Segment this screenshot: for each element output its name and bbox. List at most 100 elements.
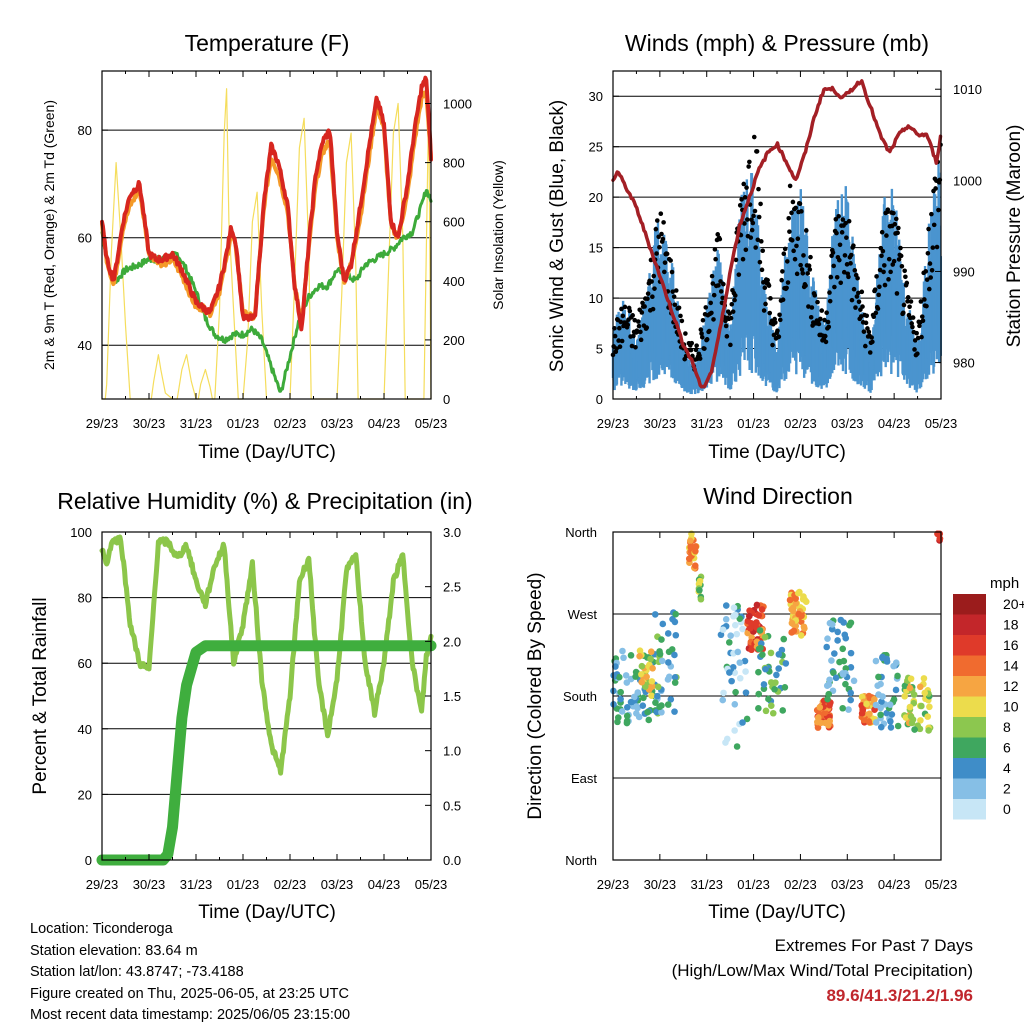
gust-point <box>827 298 833 304</box>
rh-xlabel: Time (Day/UTC) <box>198 902 336 923</box>
direction-point <box>725 639 733 646</box>
x-tick-label: 04/23 <box>368 877 401 892</box>
direction-point <box>627 652 635 659</box>
gust-point <box>929 211 934 217</box>
legend-swatch <box>953 676 986 697</box>
legend-label: 20+ <box>1003 596 1024 612</box>
direction-point <box>908 719 916 727</box>
gust-point <box>860 304 865 309</box>
direction-point <box>727 632 734 640</box>
direction-point <box>656 703 663 711</box>
gust-point <box>629 343 635 349</box>
y2-tick-label: 1000 <box>443 97 472 112</box>
gust-point <box>765 277 770 283</box>
x-tick-label: 03/23 <box>321 416 354 431</box>
gust-point <box>702 346 707 351</box>
direction-point <box>894 722 902 730</box>
direction-point <box>728 677 735 685</box>
direction-point <box>888 711 896 718</box>
gust-point <box>713 256 718 262</box>
direction-point <box>719 626 727 633</box>
x-tick-label: 31/23 <box>180 416 213 431</box>
direction-point <box>842 665 850 672</box>
direction-point <box>720 689 727 697</box>
gust-point <box>654 251 659 256</box>
gust-point <box>808 254 813 260</box>
direction-point <box>872 719 880 726</box>
direction-point <box>739 719 746 726</box>
gust-point <box>854 294 860 299</box>
direction-point <box>743 715 751 723</box>
x-tick-label: 05/23 <box>415 416 448 431</box>
x-tick-label: 31/23 <box>690 877 723 892</box>
direction-point <box>801 625 808 632</box>
gust-point <box>673 288 679 293</box>
legend-label: 10 <box>1003 699 1019 715</box>
gust-point <box>678 313 683 319</box>
y2-tick-label: 2.0 <box>443 634 461 649</box>
direction-point <box>672 631 680 639</box>
gust-point <box>642 304 647 309</box>
y-tick-label: 0 <box>596 392 603 407</box>
gust-point <box>806 304 811 309</box>
gust-point <box>803 283 808 288</box>
x-tick-label: 05/23 <box>925 416 958 431</box>
direction-point <box>755 668 762 676</box>
gust-point <box>757 259 763 265</box>
direction-point <box>658 708 665 716</box>
gust-point <box>812 293 818 298</box>
gust-point <box>840 217 846 222</box>
direction-point <box>878 698 885 705</box>
gust-point <box>744 217 750 222</box>
gust-point <box>710 281 716 286</box>
legend-label: 18 <box>1003 617 1019 633</box>
x-tick-label: 04/23 <box>368 416 401 431</box>
gust-point <box>664 251 670 257</box>
direction-point <box>671 674 679 681</box>
direction-point <box>826 676 833 684</box>
direction-point <box>872 657 880 665</box>
direction-point <box>659 620 667 628</box>
gust-point <box>842 253 848 258</box>
gust-point <box>640 300 645 306</box>
direction-point <box>831 650 838 657</box>
direction-point <box>671 651 678 659</box>
gust-point <box>822 317 827 323</box>
direction-point <box>847 689 855 697</box>
direction-point <box>892 686 900 694</box>
gust-point <box>746 164 751 169</box>
gust-point <box>901 302 907 308</box>
direction-point <box>755 705 762 712</box>
gust-point <box>755 237 761 243</box>
gust-point <box>706 328 712 334</box>
gust-point <box>718 289 724 294</box>
gust-point <box>892 221 898 227</box>
gust-point <box>852 268 858 273</box>
gust-point <box>846 218 852 224</box>
direction-point <box>906 703 914 711</box>
temp_2m-series <box>100 75 433 332</box>
direction-point <box>731 701 739 708</box>
x-tick-label: 29/23 <box>86 877 119 892</box>
direction-point <box>742 689 750 696</box>
gust-point <box>805 271 810 276</box>
gust-point <box>780 269 785 274</box>
wind-title: Winds (mph) & Pressure (mb) <box>625 30 929 56</box>
temp_9m-series <box>100 89 433 326</box>
gust-point <box>830 250 836 255</box>
direction-point <box>645 716 653 724</box>
gust-point <box>929 268 935 273</box>
gust-point <box>630 313 635 318</box>
direction-point <box>839 671 847 678</box>
gust-point <box>749 227 755 233</box>
gust-point <box>928 275 933 280</box>
gust-point <box>902 268 907 274</box>
gust-point <box>617 325 622 331</box>
gust-point <box>856 299 862 305</box>
gust-point <box>650 294 655 300</box>
temperature-panel: Temperature (F) Time (Day/UTC) 2m & 9m T… <box>41 30 506 463</box>
gust-point <box>711 292 717 298</box>
direction-point <box>730 604 738 612</box>
direction-point <box>860 716 868 724</box>
direction-point <box>627 698 635 706</box>
